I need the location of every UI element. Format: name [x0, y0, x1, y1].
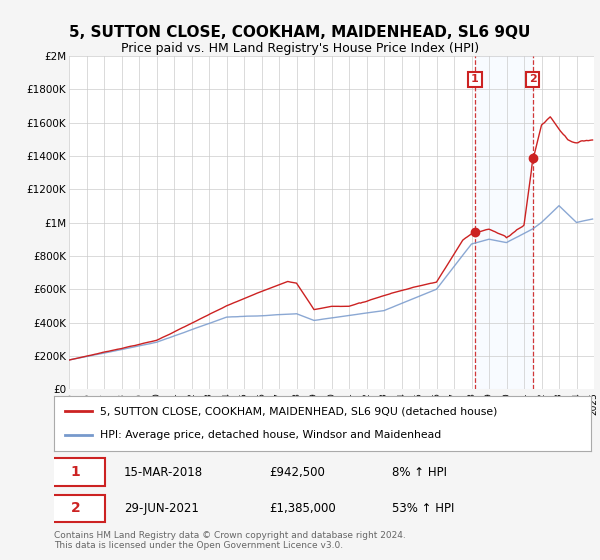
- Text: HPI: Average price, detached house, Windsor and Maidenhead: HPI: Average price, detached house, Wind…: [100, 431, 441, 440]
- Text: 29-JUN-2021: 29-JUN-2021: [124, 502, 199, 515]
- Text: £942,500: £942,500: [269, 465, 325, 479]
- Text: 2: 2: [71, 502, 80, 515]
- Text: 8% ↑ HPI: 8% ↑ HPI: [392, 465, 448, 479]
- Bar: [475, 56, 533, 389]
- Text: Contains HM Land Registry data © Crown copyright and database right 2024.
This d: Contains HM Land Registry data © Crown c…: [54, 531, 406, 550]
- FancyBboxPatch shape: [46, 459, 105, 486]
- Text: Price paid vs. HM Land Registry's House Price Index (HPI): Price paid vs. HM Land Registry's House …: [121, 42, 479, 55]
- Text: 15-MAR-2018: 15-MAR-2018: [124, 465, 203, 479]
- Text: 2: 2: [529, 74, 536, 85]
- Text: 1: 1: [471, 74, 479, 85]
- Text: 5, SUTTON CLOSE, COOKHAM, MAIDENHEAD, SL6 9QU (detached house): 5, SUTTON CLOSE, COOKHAM, MAIDENHEAD, SL…: [100, 407, 497, 416]
- FancyBboxPatch shape: [46, 495, 105, 522]
- Text: £1,385,000: £1,385,000: [269, 502, 335, 515]
- Text: 5, SUTTON CLOSE, COOKHAM, MAIDENHEAD, SL6 9QU: 5, SUTTON CLOSE, COOKHAM, MAIDENHEAD, SL…: [70, 25, 530, 40]
- Text: 1: 1: [71, 465, 80, 479]
- Text: 53% ↑ HPI: 53% ↑ HPI: [392, 502, 455, 515]
